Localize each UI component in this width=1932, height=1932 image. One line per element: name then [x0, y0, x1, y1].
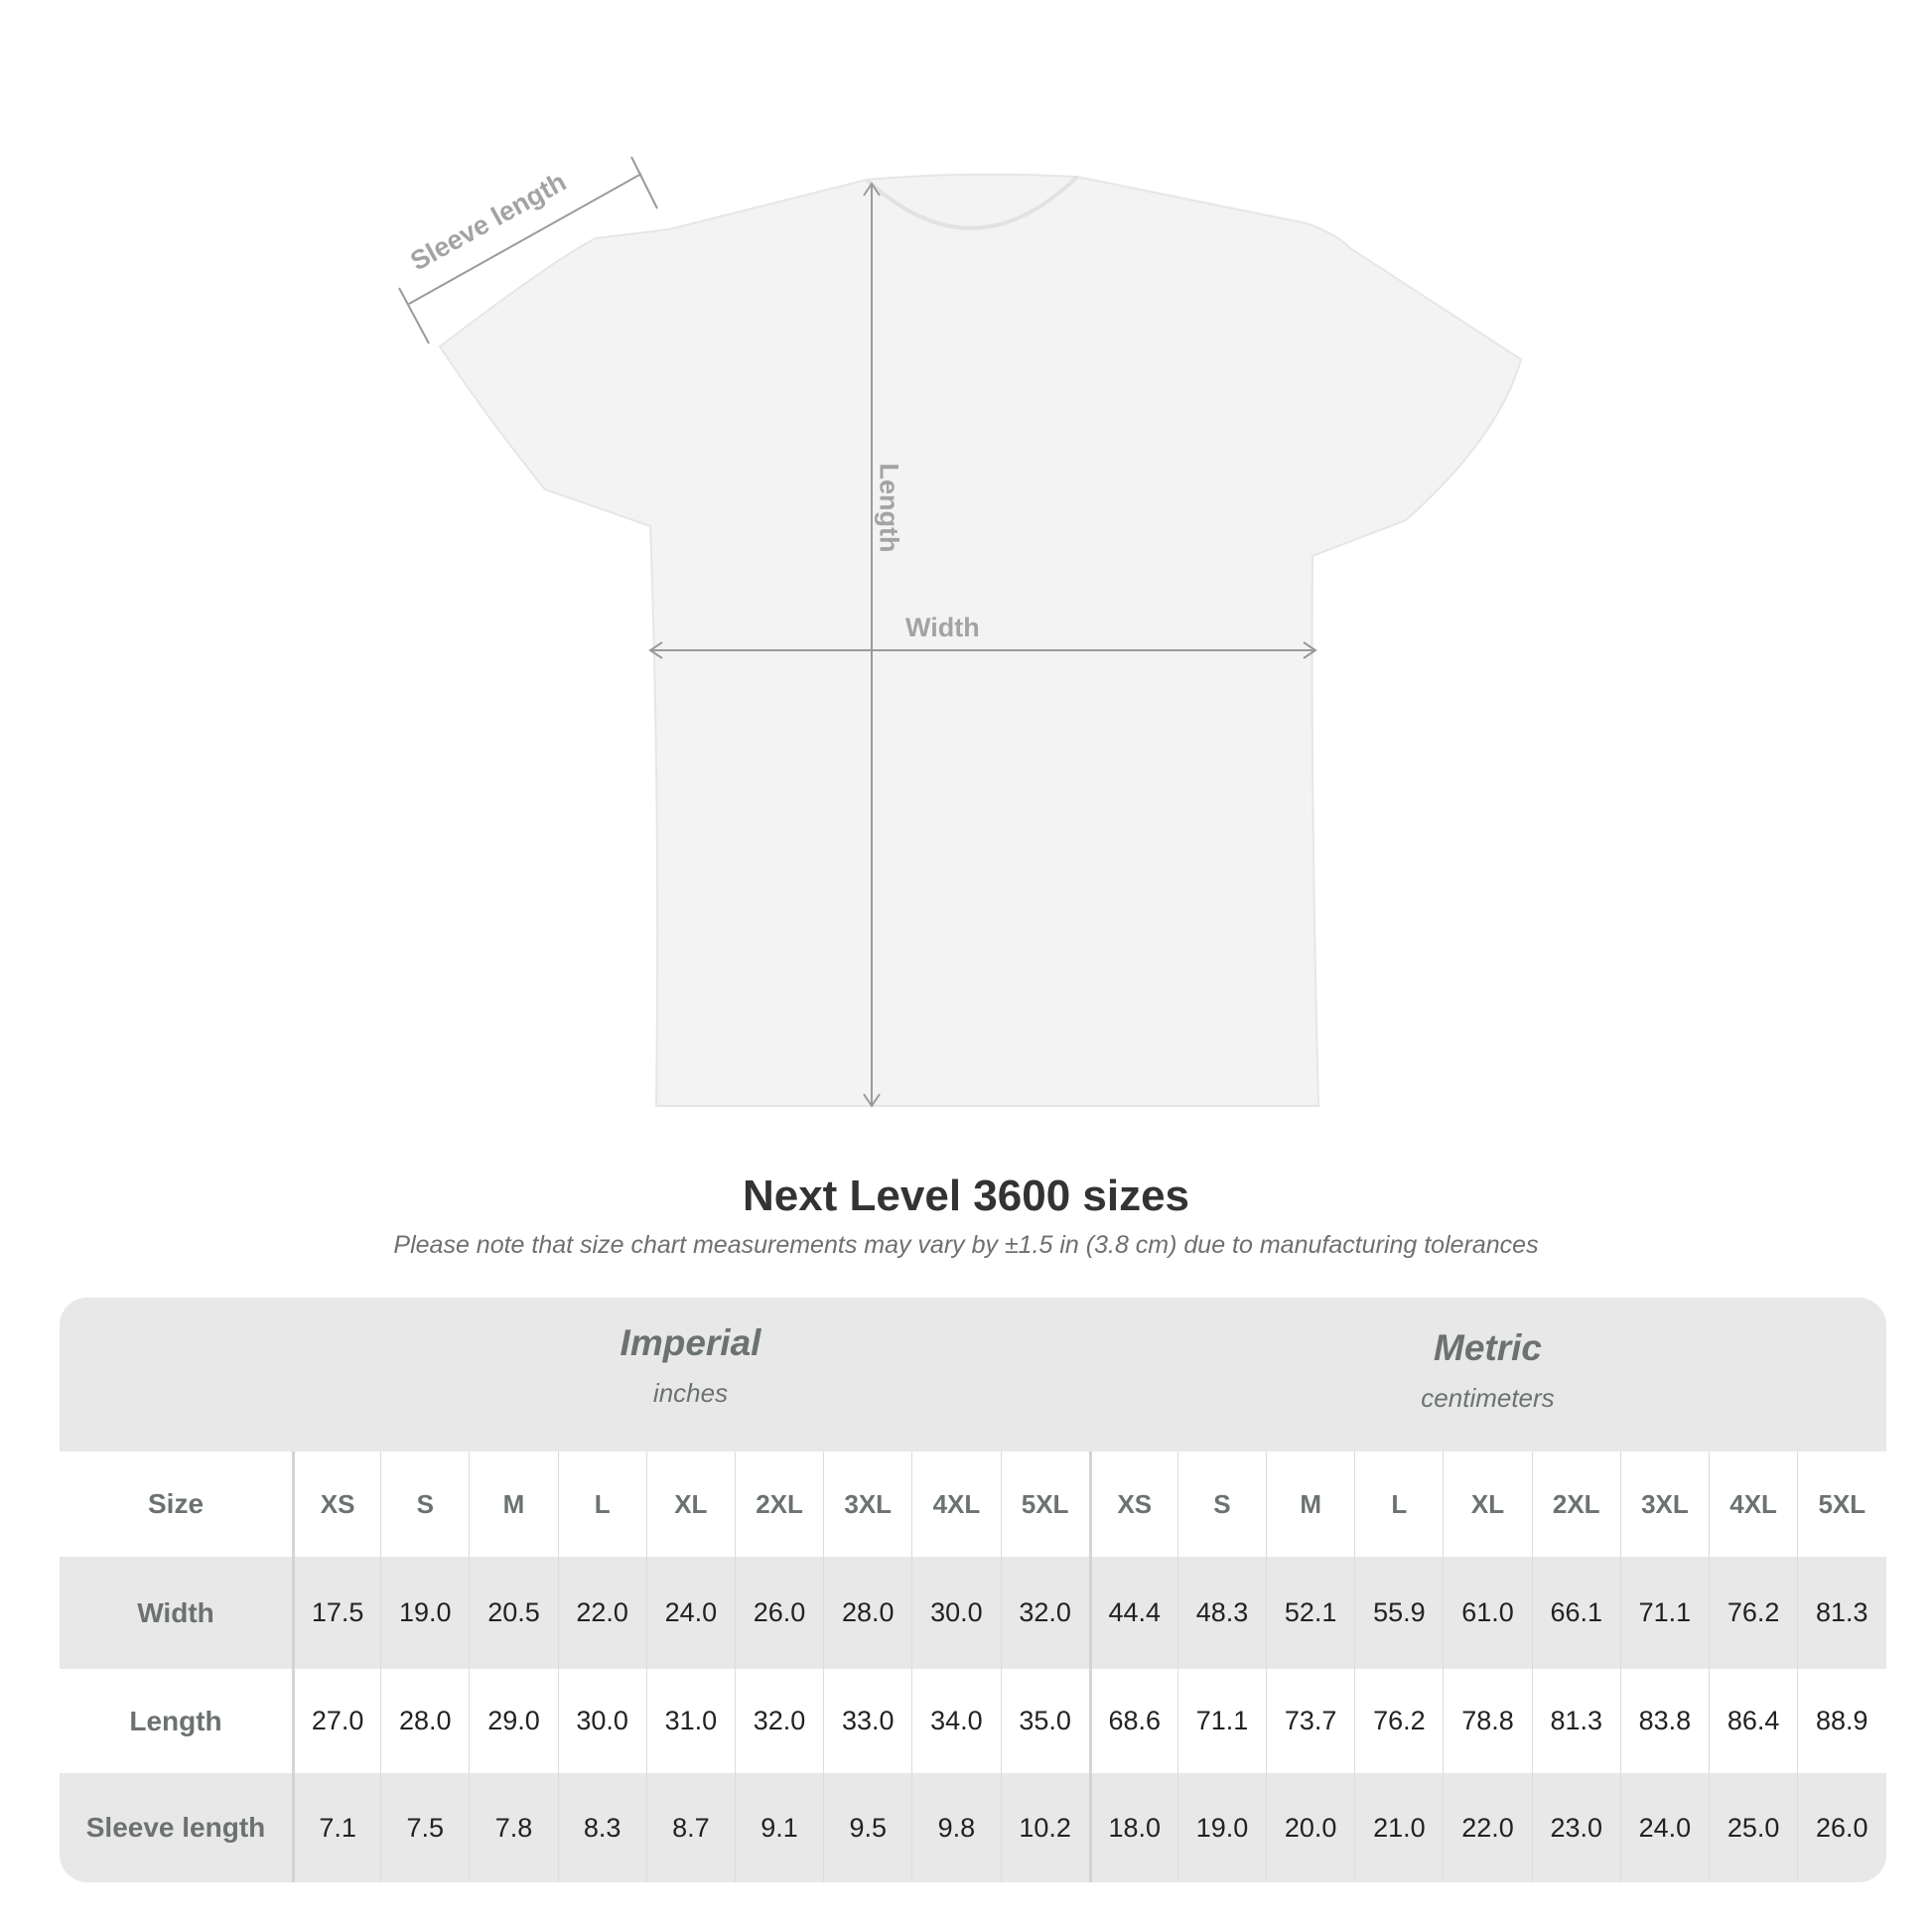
metric-value-cell: 88.9 — [1797, 1669, 1885, 1773]
length-label: Length — [874, 463, 904, 553]
tolerance-note: Please note that size chart measurements… — [393, 1231, 1539, 1259]
imperial-value-cell: 9.1 — [734, 1773, 823, 1882]
imperial-value-cell: 19.0 — [380, 1557, 469, 1669]
imperial-value-cell: 35.0 — [1000, 1669, 1089, 1773]
row-header: Width — [137, 1596, 214, 1628]
imperial-value-cell: 9.8 — [911, 1773, 1000, 1882]
metric-size-header: 3XL — [1619, 1451, 1709, 1557]
imperial-value-cell: 17.5 — [292, 1557, 380, 1669]
metric-title: Metric — [1434, 1327, 1542, 1368]
metric-value-cell: 83.8 — [1619, 1669, 1709, 1773]
imperial-value-cell: 26.0 — [734, 1557, 823, 1669]
metric-value-cell: 22.0 — [1443, 1773, 1531, 1882]
metric-value-cell: 24.0 — [1619, 1773, 1709, 1882]
metric-value-cell: 86.4 — [1709, 1669, 1797, 1773]
metric-value-cell: 71.1 — [1176, 1669, 1266, 1773]
metric-value-cell: 71.1 — [1619, 1557, 1709, 1669]
metric-size-header: L — [1354, 1451, 1443, 1557]
metric-value-cell: 44.4 — [1088, 1557, 1177, 1669]
metric-value-cell: 73.7 — [1266, 1669, 1354, 1773]
imperial-value-cell: 30.0 — [911, 1557, 1000, 1669]
imperial-value-cell: 22.0 — [557, 1557, 646, 1669]
row-header: Size — [147, 1488, 205, 1519]
imperial-value-cell: 32.0 — [734, 1669, 823, 1773]
imperial-value-cell: 7.5 — [380, 1773, 469, 1882]
imperial-value-cell: 29.0 — [469, 1669, 557, 1773]
metric-size-header: XS — [1088, 1451, 1177, 1557]
metric-group: Metric centimeters — [1089, 1327, 1886, 1414]
page-title: Next Level 3600 sizes — [742, 1172, 1190, 1220]
sleeve-length-row: Sleeve length 7.1 7.5 7.8 8.3 8.7 9.1 9.5 9.8 10.… — [60, 1773, 1886, 1882]
imperial-value-cell: 7.8 — [469, 1773, 557, 1882]
metric-size-header: M — [1266, 1451, 1354, 1557]
size-row: Size XS S M L XL 2XL 3XL 4XL 5XL XS S M L XL 2XL 3XL 4XL 5… — [60, 1451, 1886, 1557]
imperial-value-cell: 9.5 — [823, 1773, 911, 1882]
metric-value-cell: 48.3 — [1176, 1557, 1266, 1669]
imperial-size-header: 4XL — [911, 1451, 1000, 1557]
metric-value-cell: 76.2 — [1709, 1557, 1797, 1669]
metric-value-cell: 66.1 — [1531, 1557, 1620, 1669]
imperial-size-header: XL — [645, 1451, 735, 1557]
imperial-value-cell: 33.0 — [823, 1669, 911, 1773]
metric-value-cell: 68.6 — [1088, 1669, 1177, 1773]
imperial-title: Imperial — [620, 1322, 761, 1363]
imperial-size-header: S — [380, 1451, 469, 1557]
metric-value-cell: 18.0 — [1088, 1773, 1177, 1882]
metric-size-header: 2XL — [1531, 1451, 1620, 1557]
imperial-value-cell: 24.0 — [645, 1557, 735, 1669]
metric-value-cell: 19.0 — [1176, 1773, 1266, 1882]
imperial-value-cell: 30.0 — [557, 1669, 646, 1773]
sleeve-line — [408, 173, 642, 305]
tshirt-diagram — [398, 156, 1523, 1108]
metric-value-cell: 23.0 — [1531, 1773, 1620, 1882]
metric-value-cell: 25.0 — [1709, 1773, 1797, 1882]
imperial-value-cell: 8.7 — [645, 1773, 735, 1882]
imperial-value-cell: 20.5 — [469, 1557, 557, 1669]
metric-value-cell: 55.9 — [1354, 1557, 1443, 1669]
metric-size-header: S — [1176, 1451, 1266, 1557]
metric-unit: centimeters — [1421, 1383, 1555, 1413]
size-table: Imperial inches Metric centimeters Size X… — [60, 1298, 1886, 1882]
metric-value-cell: 78.8 — [1443, 1669, 1531, 1773]
metric-value-cell: 61.0 — [1443, 1557, 1531, 1669]
imperial-value-cell: 32.0 — [1000, 1557, 1089, 1669]
width-label: Width — [905, 613, 980, 642]
width-row: Width 17.5 19.0 20.5 22.0 24.0 26.0 28.0 30.0 32.… — [60, 1557, 1886, 1669]
imperial-size-header: 3XL — [823, 1451, 911, 1557]
metric-value-cell: 52.1 — [1266, 1557, 1354, 1669]
metric-value-cell: 26.0 — [1797, 1773, 1885, 1882]
imperial-value-cell: 31.0 — [645, 1669, 735, 1773]
row-header: Length — [129, 1705, 222, 1736]
imperial-value-cell: 10.2 — [1000, 1773, 1089, 1882]
imperial-size-header: M — [469, 1451, 557, 1557]
tshirt-shape — [438, 173, 1523, 1107]
imperial-value-cell: 34.0 — [911, 1669, 1000, 1773]
imperial-size-header: 2XL — [734, 1451, 823, 1557]
metric-value-cell: 81.3 — [1797, 1557, 1885, 1669]
row-header: Sleeve length — [85, 1812, 266, 1843]
imperial-size-header: 5XL — [1000, 1451, 1089, 1557]
metric-value-cell: 81.3 — [1531, 1669, 1620, 1773]
imperial-unit: inches — [652, 1378, 729, 1408]
tshirt-collar — [865, 175, 1079, 230]
table-header-band: Imperial inches Metric centimeters — [60, 1298, 1886, 1451]
metric-size-header: 5XL — [1797, 1451, 1885, 1557]
imperial-group: Imperial inches — [292, 1322, 1089, 1409]
imperial-size-header: L — [557, 1451, 646, 1557]
imperial-value-cell: 7.1 — [292, 1773, 380, 1882]
metric-value-cell: 20.0 — [1266, 1773, 1354, 1882]
imperial-value-cell: 8.3 — [557, 1773, 646, 1882]
metric-value-cell: 21.0 — [1354, 1773, 1443, 1882]
metric-value-cell: 76.2 — [1354, 1669, 1443, 1773]
length-row: Length 27.0 28.0 29.0 30.0 31.0 32.0 33.0 34.0 35… — [60, 1669, 1886, 1773]
imperial-size-header: XS — [292, 1451, 380, 1557]
imperial-value-cell: 28.0 — [823, 1557, 911, 1669]
metric-size-header: 4XL — [1709, 1451, 1797, 1557]
imperial-value-cell: 28.0 — [380, 1669, 469, 1773]
imperial-value-cell: 27.0 — [292, 1669, 380, 1773]
metric-size-header: XL — [1443, 1451, 1531, 1557]
